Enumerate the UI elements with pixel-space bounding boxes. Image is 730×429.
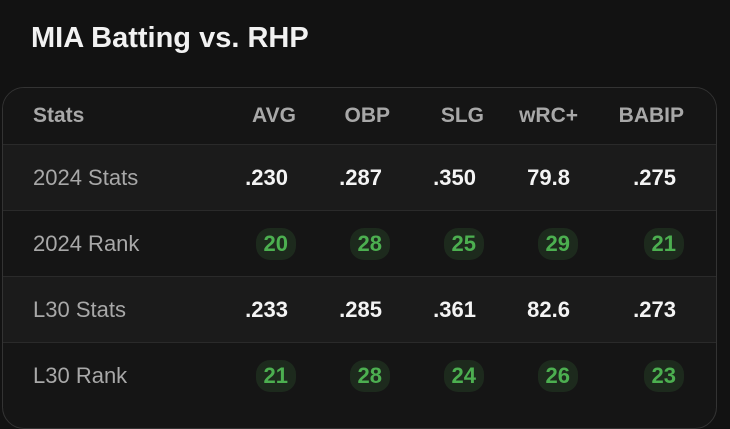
cell: .285 [339,277,390,342]
rank-row: L30 Rank 21 28 24 26 23 [3,342,716,408]
cell: 82.6 [527,277,578,342]
cell: .287 [339,145,390,210]
rank-pill: 29 [537,227,578,260]
row-label: L30 Rank [33,362,128,388]
stat-value: .361 [433,296,476,322]
cell: 25 [443,211,484,276]
stat-value: 82.6 [527,296,570,322]
header-cell: wRC+ [519,104,578,127]
cell: 23 [643,343,684,408]
header-row: Stats AVG OBP SLG wRC+ BABIP [3,88,716,144]
stat-row: L30 Stats .233 .285 .361 82.6 .273 [3,276,716,342]
rank-row: 2024 Rank 20 28 25 29 21 [3,210,716,276]
stat-value: .273 [633,296,676,322]
rank-pill: 28 [349,227,390,260]
header-cell: AVG [252,104,296,127]
stat-value: .230 [245,164,288,190]
cell: .273 [633,277,684,342]
cell: 24 [443,343,484,408]
header-cell: Stats [33,104,85,127]
card-title: MIA Batting vs. RHP [31,22,309,54]
cell: 29 [537,211,578,276]
stat-row: 2024 Stats .230 .287 .350 79.8 .275 [3,144,716,210]
cell: .275 [633,145,684,210]
cell: .350 [433,145,484,210]
header-cell: OBP [344,104,390,127]
cell: 28 [349,343,390,408]
cell: .233 [245,277,296,342]
stat-value: .287 [339,164,382,190]
cell: .361 [433,277,484,342]
rank-pill: 23 [643,359,684,392]
cell: 28 [349,211,390,276]
rank-pill: 25 [443,227,484,260]
row-label: L30 Stats [33,296,126,322]
row-label: 2024 Rank [33,230,140,256]
rank-pill: 21 [643,227,684,260]
cell: 21 [255,343,296,408]
header-cell: SLG [440,104,484,127]
stat-value: .285 [339,296,382,322]
rank-pill: 21 [255,359,296,392]
cell: 21 [643,211,684,276]
stat-value: .275 [633,164,676,190]
page: {"header": {"title": "MIA Batting vs. RH… [2,22,717,429]
stat-value: 79.8 [527,164,570,190]
rank-pill: 24 [443,359,484,392]
cell: 20 [255,211,296,276]
rank-pill: 20 [255,227,296,260]
cell: 79.8 [527,145,578,210]
rank-pill: 26 [537,359,578,392]
stat-value: .350 [433,164,476,190]
rank-pill: 28 [349,359,390,392]
cell: .230 [245,145,296,210]
stats-card: Stats AVG OBP SLG wRC+ BABIP 2024 Stats.… [2,87,717,429]
cell: 26 [537,343,578,408]
row-label: 2024 Stats [33,164,139,190]
stat-value: .233 [245,296,288,322]
header-cell: BABIP [618,104,684,127]
